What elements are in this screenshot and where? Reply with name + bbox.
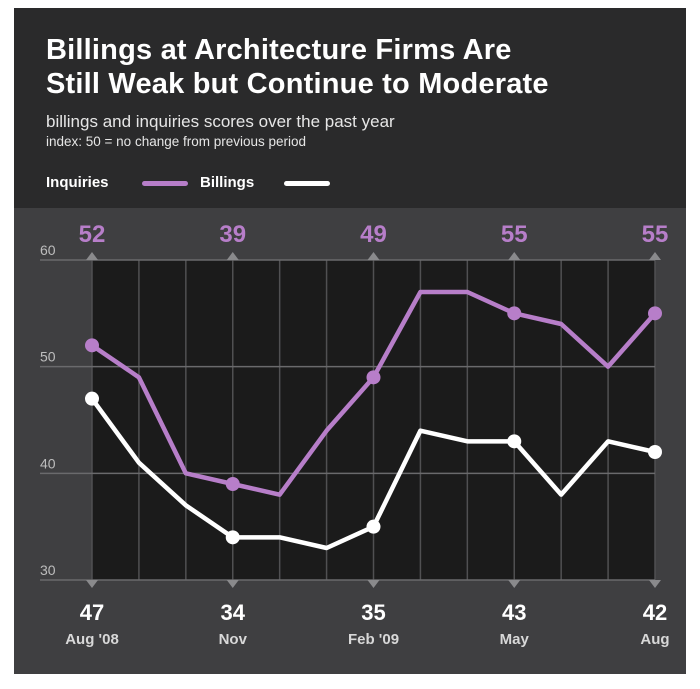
billings-data-point bbox=[366, 519, 381, 534]
inquiries-data-point bbox=[225, 477, 240, 491]
billings-data-point bbox=[85, 391, 99, 406]
billings-data-point bbox=[507, 434, 522, 449]
index-note: index: 50 = no change from previous peri… bbox=[46, 134, 307, 149]
bottom-marker-icon bbox=[508, 580, 521, 588]
inquiries-value-label: 39 bbox=[219, 221, 246, 248]
bottom-marker-icon bbox=[86, 580, 98, 588]
inquiries-data-point bbox=[85, 338, 99, 353]
billings-data-point bbox=[648, 445, 662, 459]
y-tick-label: 60 bbox=[40, 242, 56, 258]
y-tick-label: 40 bbox=[40, 455, 56, 471]
date-label: Nov bbox=[219, 631, 248, 648]
inquiries-value-label: 55 bbox=[642, 221, 669, 248]
date-label: Aug '08 bbox=[65, 631, 119, 648]
chart-title-line-1: Billings at Architecture Firms Are bbox=[46, 34, 512, 66]
legend-billings-label: Billings bbox=[200, 174, 255, 191]
inquiries-data-point bbox=[648, 306, 662, 321]
top-marker-icon bbox=[649, 252, 661, 260]
y-tick-label: 30 bbox=[40, 562, 56, 578]
top-marker-icon bbox=[86, 252, 98, 260]
bottom-marker-icon bbox=[367, 580, 380, 588]
chart-header: Billings at Architecture Firms Are Still… bbox=[14, 8, 686, 208]
billings-value-label: 35 bbox=[361, 600, 385, 625]
inquiries-value-label: 49 bbox=[360, 221, 387, 248]
top-marker-icon bbox=[508, 252, 521, 260]
legend-inquiries-swatch bbox=[142, 181, 188, 186]
date-label: Aug bbox=[640, 631, 669, 648]
chart-title-line-2: Still Weak but Continue to Moderate bbox=[46, 68, 549, 100]
bottom-marker-icon bbox=[649, 580, 661, 588]
top-marker-icon bbox=[226, 252, 239, 260]
date-label: May bbox=[500, 631, 530, 648]
inquiries-value-label: 55 bbox=[501, 221, 528, 248]
legend-inquiries-label: Inquiries bbox=[46, 174, 109, 191]
bottom-marker-icon bbox=[226, 580, 239, 588]
billings-value-label: 47 bbox=[80, 600, 104, 625]
billings-value-label: 42 bbox=[643, 600, 667, 625]
inquiries-value-label: 52 bbox=[79, 221, 106, 248]
billings-value-label: 43 bbox=[502, 600, 526, 625]
top-marker-icon bbox=[367, 252, 380, 260]
y-tick-label: 50 bbox=[40, 349, 56, 365]
inquiries-data-point bbox=[507, 306, 522, 321]
inquiries-data-point bbox=[366, 370, 381, 385]
chart-subtitle: billings and inquiries scores over the p… bbox=[46, 112, 395, 131]
date-label: Feb '09 bbox=[348, 631, 399, 648]
legend-billings-swatch bbox=[284, 181, 330, 186]
billings-data-point bbox=[225, 530, 240, 545]
billings-value-label: 34 bbox=[221, 600, 246, 625]
